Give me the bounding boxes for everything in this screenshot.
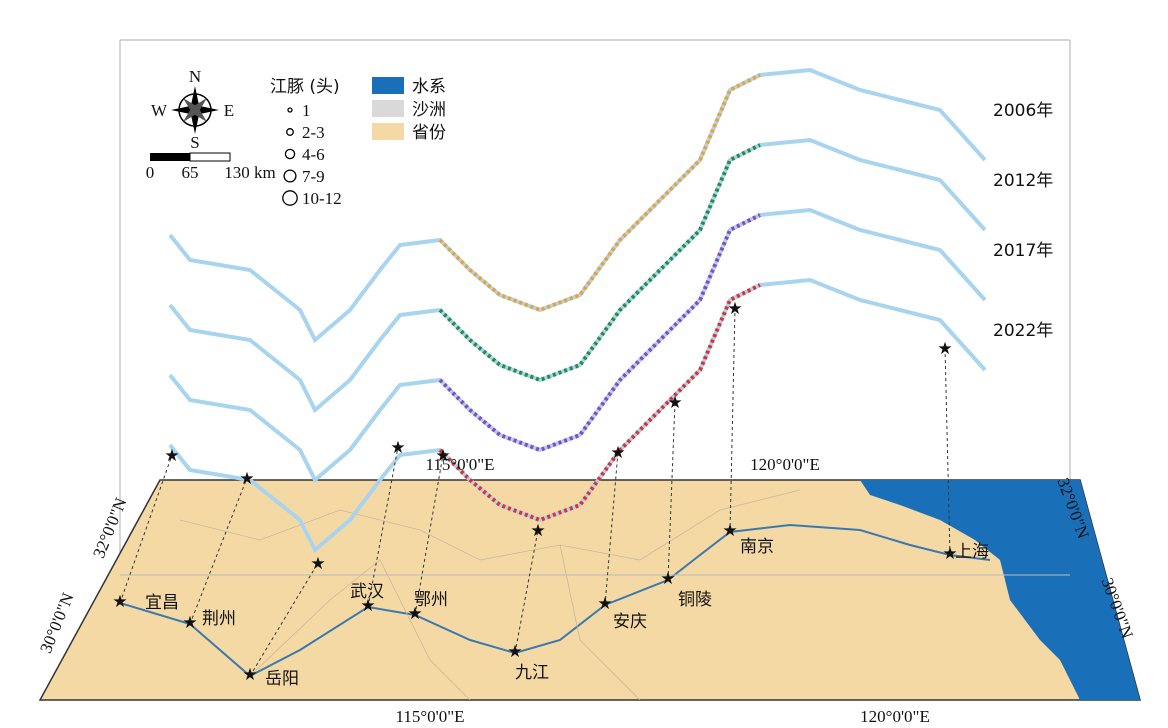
city-label: 岳阳	[265, 669, 299, 689]
star: ★	[530, 521, 545, 540]
legend-label: 沙洲	[412, 100, 446, 120]
city-label: 九江	[515, 663, 549, 683]
leader-line	[189, 477, 248, 625]
city-label: 武汉	[350, 582, 384, 602]
city-marker: ★	[112, 592, 127, 611]
city-marker: ★	[942, 544, 957, 563]
legend-label: 2-3	[302, 123, 325, 142]
compass-n: N	[189, 67, 201, 86]
city-label: 上海	[955, 542, 989, 562]
legend-label: 水系	[412, 77, 446, 97]
legend-label: 4-6	[302, 145, 325, 164]
lon-label: 120°0'0"E	[750, 455, 820, 474]
star: ★	[610, 443, 625, 462]
legend-symbol	[287, 107, 293, 113]
star: ★	[164, 446, 179, 465]
star: ★	[390, 438, 405, 457]
river-track	[168, 137, 987, 414]
year-label: 2022年	[993, 321, 1053, 341]
dolphin-density	[438, 143, 761, 383]
yangtze-river	[119, 523, 991, 678]
city-label: 荆州	[202, 609, 236, 629]
legend-label: 10-12	[302, 189, 342, 208]
star: ★	[667, 393, 682, 412]
dolphin-density	[438, 283, 761, 523]
legend-symbol	[284, 148, 296, 160]
legend-label: 1	[302, 101, 311, 120]
city-label: 铜陵	[678, 590, 712, 610]
legend-swatch	[372, 77, 404, 94]
city-marker: ★	[360, 596, 375, 615]
star: ★	[310, 554, 325, 573]
city-marker: ★	[242, 665, 257, 684]
river-track	[168, 67, 987, 344]
city-label: 安庆	[613, 612, 647, 632]
star: ★	[239, 469, 254, 488]
legend-symbol	[282, 190, 298, 206]
leader-line	[119, 454, 173, 604]
city-label: 鄂州	[414, 590, 448, 610]
scale-bar	[150, 153, 190, 161]
river-track	[168, 277, 987, 554]
legend-title: 江豚 (头)	[270, 77, 340, 97]
city-marker: ★	[722, 521, 737, 540]
lon-label: 120°0'0"E	[860, 707, 930, 723]
scale-label: 0	[146, 163, 155, 182]
legend-swatch	[372, 123, 404, 140]
scale-bar	[189, 152, 231, 162]
compass: N S W E	[151, 67, 234, 152]
city-marker: ★	[660, 569, 675, 588]
star: ★	[727, 299, 742, 318]
province-borders	[179, 489, 801, 701]
city-label: 南京	[740, 537, 774, 557]
legend-label: 7-9	[302, 167, 325, 186]
compass-s: S	[190, 133, 199, 152]
legend-symbol	[283, 169, 297, 183]
legend-label: 省份	[412, 123, 446, 143]
star: ★	[435, 446, 450, 465]
leader-line	[249, 562, 319, 677]
lon-label: 115°0'0"E	[395, 707, 464, 723]
river-track	[168, 207, 987, 484]
compass-w: W	[151, 101, 168, 120]
lon-label: 115°0'0"E	[425, 455, 494, 474]
year-label: 2017年	[993, 241, 1053, 261]
city-marker: ★	[182, 613, 197, 632]
leader-line	[514, 529, 539, 654]
legend-swatch	[372, 100, 404, 117]
dolphin-density	[438, 73, 761, 313]
legend-symbol	[286, 128, 294, 136]
dolphin-density	[438, 213, 761, 453]
city-marker: ★	[597, 594, 612, 613]
leader-line	[604, 451, 619, 606]
city-marker: ★	[507, 642, 522, 661]
leader-line	[729, 307, 736, 533]
year-label: 2012年	[993, 171, 1053, 191]
compass-e: E	[224, 101, 234, 120]
scale-label: 65	[182, 163, 199, 182]
sea	[860, 480, 1140, 700]
scale-label: 130 km	[224, 163, 275, 182]
year-label: 2006年	[993, 101, 1053, 121]
city-marker: ★	[407, 604, 422, 623]
city-label: 宜昌	[145, 593, 179, 613]
star: ★	[937, 339, 952, 358]
leader-line	[944, 347, 951, 556]
